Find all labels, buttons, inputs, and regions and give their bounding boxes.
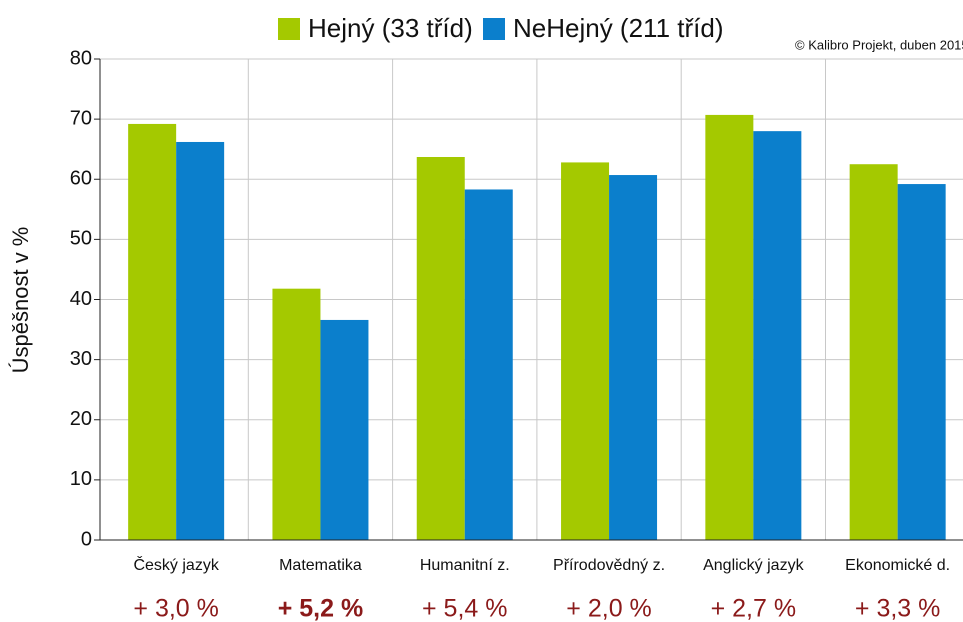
bar bbox=[705, 114, 754, 540]
bar bbox=[128, 123, 177, 540]
x-tick-label: Anglický jazyk bbox=[703, 557, 804, 574]
bar bbox=[272, 288, 321, 540]
x-tick-label: Matematika bbox=[279, 557, 362, 574]
credit: © Kalibro Projekt, duben 2015 bbox=[795, 37, 963, 52]
y-tick-label: 0 bbox=[81, 528, 92, 550]
annotation: + 2,7 % bbox=[711, 595, 796, 622]
bar bbox=[561, 162, 610, 541]
y-tick-label: 30 bbox=[70, 348, 92, 370]
y-tick-label: 20 bbox=[70, 408, 92, 430]
legend-label: NeHejný (211 tříd) bbox=[513, 13, 724, 43]
bar bbox=[464, 189, 513, 540]
annotation: + 3,3 % bbox=[855, 595, 940, 622]
x-tick-label: Přírodovědný z. bbox=[553, 557, 665, 574]
x-tick-label: Český jazyk bbox=[133, 555, 219, 574]
y-tick-label: 50 bbox=[70, 228, 92, 250]
bar bbox=[849, 164, 898, 540]
legend-label: Hejný (33 tříd) bbox=[308, 13, 473, 43]
annotation: + 5,4 % bbox=[422, 595, 507, 622]
annotation: + 5,2 % bbox=[278, 595, 363, 622]
legend-swatch bbox=[483, 18, 505, 40]
legend-swatch bbox=[278, 18, 300, 40]
bar bbox=[753, 131, 802, 540]
y-tick-label: 40 bbox=[70, 288, 92, 310]
bar bbox=[416, 157, 465, 540]
bar bbox=[176, 141, 225, 540]
bar bbox=[609, 175, 658, 540]
y-tick-label: 70 bbox=[70, 107, 92, 129]
y-tick-label: 60 bbox=[70, 168, 92, 190]
y-tick-label: 10 bbox=[70, 468, 92, 490]
x-tick-label: Humanitní z. bbox=[420, 557, 510, 574]
annotation: + 2,0 % bbox=[566, 595, 651, 622]
x-tick-label: Ekonomické d. bbox=[845, 557, 950, 574]
y-axis-title: Úspěšnost v % bbox=[8, 227, 33, 374]
bar bbox=[897, 184, 946, 540]
y-tick-label: 80 bbox=[70, 47, 92, 69]
annotation: + 3,0 % bbox=[133, 595, 218, 622]
bar bbox=[320, 319, 369, 540]
